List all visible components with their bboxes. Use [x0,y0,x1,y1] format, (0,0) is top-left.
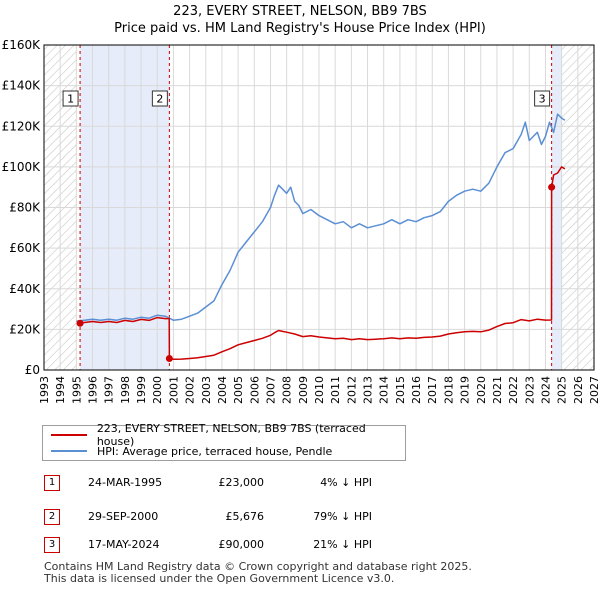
y-tick-label: £60K [9,241,41,255]
x-tick-label: 2019 [459,376,472,404]
y-tick-label: £100K [2,160,42,174]
x-tick-label: 2007 [264,376,277,404]
sale-label-number: 3 [539,93,546,106]
legend-swatch-hpi [51,450,87,452]
y-tick-label: £140K [2,79,42,93]
x-tick-label: 1993 [38,376,51,404]
legend-label-property: 223, EVERY STREET, NELSON, BB9 7BS (terr… [96,422,366,448]
transaction-date: 17-MAY-2024 [88,538,160,551]
x-tick-label: 2026 [572,376,585,404]
sale-point [548,183,556,191]
x-tick-label: 2004 [216,376,229,404]
legend-item-hpi: HPI: Average price, terraced house, Pend… [51,443,332,459]
legend-item-property: 223, EVERY STREET, NELSON, BB9 7BS (terr… [51,422,405,448]
y-tick-label: £80K [9,201,41,215]
y-tick-label: £40K [9,282,41,296]
transaction-hpi-diff: 21% ↓ HPI [313,538,372,551]
sale-label-box [534,90,551,107]
x-tick-label: 1997 [103,376,116,404]
transaction-row: 1 24-MAR-1995 £23,000 4% ↓ HPI [0,472,600,494]
legend-swatch-property [51,434,87,436]
hpi-line [76,113,566,323]
sale-label-box [62,90,79,107]
x-tick-label: 2024 [539,376,552,404]
x-tick-label: 2025 [556,376,569,404]
x-tick-label: 2017 [426,376,439,404]
x-tick-label: 2008 [281,376,294,404]
transaction-hpi-diff: 79% ↓ HPI [313,510,372,523]
y-tick-label: £0 [25,363,40,377]
x-tick-label: 2013 [362,376,375,404]
y-tick-label: £120K [2,119,42,133]
x-tick-label: 2000 [151,376,164,404]
x-tick-label: 2021 [491,376,504,404]
y-tick-label: £20K [9,322,41,336]
x-tick-label: 2023 [523,376,536,404]
x-tick-label: 2027 [588,376,600,404]
x-tick-label: 2018 [442,376,455,404]
x-tick-label: 1995 [70,376,83,404]
x-tick-label: 2015 [394,376,407,404]
x-tick-label: 2016 [410,376,423,404]
price-chart: 1993 1994 1995 1996 1997 1998 1999 2000 2001 2002… [2,38,600,404]
transaction-row: 3 17-MAY-2024 £90,000 21% ↓ HPI [0,534,600,556]
plot-border [43,44,595,371]
x-tick-label: 2010 [313,376,326,404]
x-tick-label: 1999 [135,376,148,404]
transaction-hpi-diff: 4% ↓ HPI [320,476,372,489]
x-tick-label: 2003 [200,376,213,404]
sale-point [76,319,84,327]
x-tick-label: 1998 [119,376,132,404]
x-tick-label: 2001 [167,376,180,404]
chart-subtitle: Price paid vs. HM Land Registry's House … [114,21,486,36]
x-tick-label: 2006 [248,376,261,404]
transaction-number-badge: 3 [44,537,60,553]
x-tick-label: 2022 [507,376,520,404]
transaction-number-badge: 1 [44,475,60,491]
transaction-date: 29-SEP-2000 [88,510,159,523]
sale-label-box [151,90,168,107]
property-price-line [79,166,566,361]
x-tick-label: 2002 [184,376,197,404]
x-tick-label: 1996 [87,376,100,404]
y-tick-label: £160K [2,38,42,52]
transaction-price: £5,676 [225,510,265,523]
footer-licence: This data is licensed under the Open Gov… [44,572,395,585]
transaction-price: £23,000 [218,476,265,489]
transaction-price: £90,000 [218,538,265,551]
sale-label-number: 1 [67,93,74,106]
x-tick-label: 2014 [378,376,391,404]
transaction-row: 2 29-SEP-2000 £5,676 79% ↓ HPI [0,506,600,528]
x-tick-label: 2012 [345,376,358,404]
x-tick-label: 1994 [54,376,67,404]
sale-label-number: 2 [156,93,163,106]
x-tick-label: 2011 [329,376,342,404]
transaction-number-badge: 2 [44,509,60,525]
sale-point [165,354,173,362]
transaction-date: 24-MAR-1995 [88,476,163,489]
chart-title: 223, EVERY STREET, NELSON, BB9 7BS [173,4,427,19]
legend-label-hpi: HPI: Average price, terraced house, Pend… [97,444,333,458]
footer-copyright: Contains HM Land Registry data © Crown c… [44,560,472,573]
chart-legend: 223, EVERY STREET, NELSON, BB9 7BS (terr… [42,422,406,461]
x-tick-label: 2005 [232,376,245,404]
x-tick-label: 2009 [297,376,310,404]
x-tick-label: 2020 [475,376,488,404]
